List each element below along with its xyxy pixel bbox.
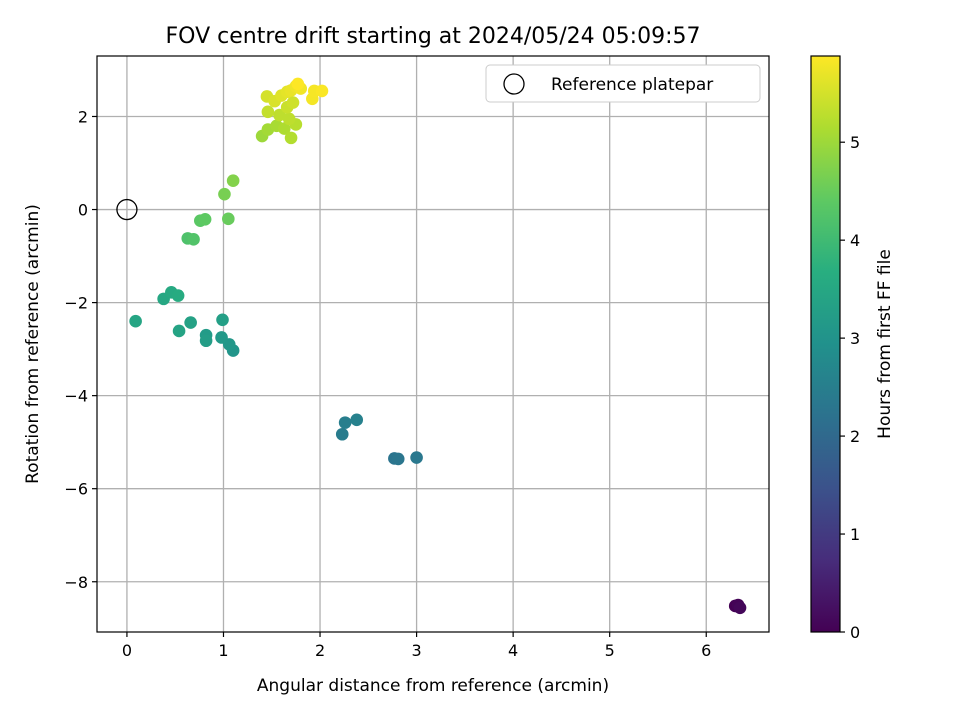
y-tick-label: −6 — [64, 480, 88, 499]
colorbar-tick-label: 4 — [850, 231, 860, 250]
colorbar-gradient — [810, 55, 841, 633]
colorbar-ticks: 0 1 2 3 4 5 — [840, 133, 860, 642]
data-point — [171, 289, 185, 302]
colorbar-label: Hours from first FF file — [875, 249, 895, 439]
data-point — [315, 84, 329, 98]
colorbar-tick-label: 1 — [850, 525, 860, 544]
legend-reference-marker — [503, 73, 525, 95]
grid — [97, 56, 769, 632]
legend-label: Reference platepar — [551, 75, 713, 95]
y-axis-label: Rotation from reference (arcmin) — [23, 204, 43, 484]
plot-frame — [96, 55, 770, 633]
colorbar: 0 1 2 3 4 5 Hours from first FF file — [810, 55, 895, 642]
data-point — [218, 187, 231, 201]
data-point — [215, 331, 228, 344]
x-tick-label: 1 — [218, 641, 228, 660]
x-tick-label: 5 — [605, 641, 615, 660]
colorbar-tick-label: 2 — [850, 427, 860, 446]
data-point — [278, 122, 291, 135]
colorbar-tick-label: 5 — [850, 133, 860, 152]
data-point — [222, 212, 235, 226]
data-point — [184, 316, 197, 329]
y-tick-label: 0 — [78, 201, 88, 220]
colorbar-tick-label: 0 — [850, 623, 860, 642]
data-point — [410, 451, 423, 464]
data-point — [335, 427, 349, 441]
data-point — [733, 601, 747, 615]
x-tick-label: 4 — [508, 641, 518, 660]
data-point — [226, 174, 240, 187]
x-axis-label: Angular distance from reference (arcmin) — [257, 676, 609, 696]
data-point — [172, 324, 186, 338]
data-point — [129, 314, 142, 328]
reference-marker-layer — [116, 198, 138, 221]
data-point — [291, 77, 305, 91]
y-tick-label: −2 — [64, 294, 88, 313]
x-axis-ticks: 0 1 2 3 4 5 6 — [122, 632, 711, 660]
data-point — [338, 416, 352, 429]
data-point — [350, 413, 364, 427]
chart-title: FOV centre drift starting at 2024/05/24 … — [166, 24, 701, 49]
y-axis-ticks: −8 −6 −4 −2 0 2 — [64, 107, 97, 592]
y-tick-label: 2 — [78, 107, 88, 126]
legend: Reference platepar — [485, 64, 761, 103]
reference-platepar-marker — [116, 198, 138, 221]
data-point — [199, 334, 213, 348]
x-tick-label: 0 — [122, 641, 132, 660]
data-point — [273, 108, 286, 122]
x-tick-label: 3 — [411, 641, 421, 660]
data-point — [391, 452, 405, 466]
data-point — [187, 233, 200, 246]
y-tick-label: −4 — [64, 387, 88, 406]
colorbar-tick-label: 3 — [850, 329, 860, 348]
data-point — [261, 105, 275, 119]
data-point — [286, 96, 300, 109]
data-point — [216, 313, 229, 327]
y-tick-label: −8 — [64, 573, 88, 592]
x-tick-label: 2 — [315, 641, 325, 660]
data-point — [198, 213, 212, 226]
data-point — [284, 131, 298, 145]
scatter-points — [129, 77, 747, 615]
data-point — [282, 112, 296, 126]
x-tick-label: 6 — [701, 641, 711, 660]
legend-box — [485, 64, 761, 103]
